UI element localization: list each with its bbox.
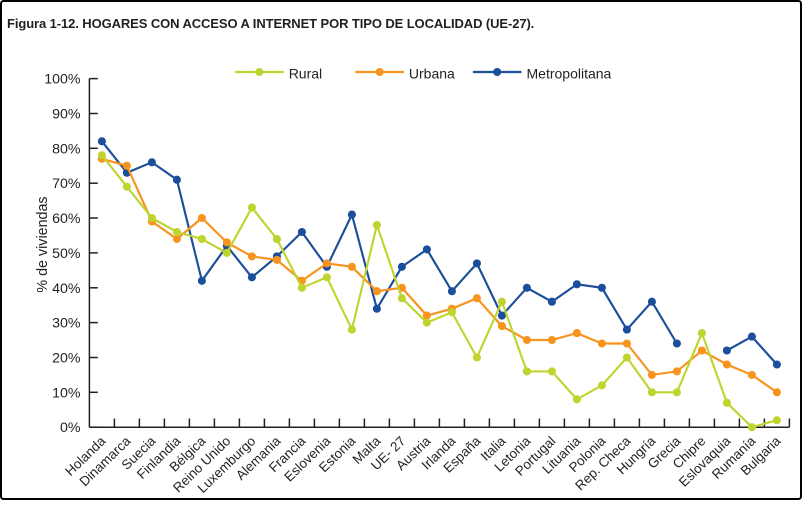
svg-text:Urbana: Urbana — [409, 65, 455, 81]
svg-text:20%: 20% — [52, 351, 81, 367]
svg-text:Figura 1-12. HOGARES CON ACCES: Figura 1-12. HOGARES CON ACCESO A INTERN… — [7, 16, 534, 31]
svg-text:70%: 70% — [52, 176, 81, 192]
svg-text:% de viviendas: % de viviendas — [35, 196, 51, 292]
svg-text:50%: 50% — [52, 246, 81, 262]
svg-text:40%: 40% — [52, 281, 81, 297]
svg-text:30%: 30% — [52, 316, 81, 332]
svg-text:90%: 90% — [52, 107, 81, 123]
svg-text:60%: 60% — [52, 211, 81, 227]
svg-text:Rural: Rural — [289, 65, 322, 81]
svg-text:Metropolitana: Metropolitana — [527, 65, 612, 81]
svg-text:100%: 100% — [44, 72, 81, 88]
svg-text:0%: 0% — [60, 420, 81, 436]
svg-text:10%: 10% — [52, 385, 81, 401]
svg-text:80%: 80% — [52, 141, 81, 157]
